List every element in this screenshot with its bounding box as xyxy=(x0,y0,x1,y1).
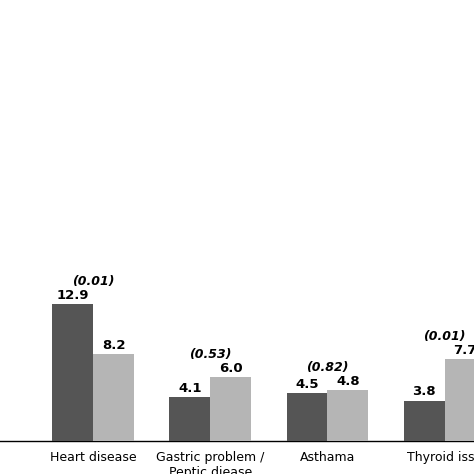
Text: (0.53): (0.53) xyxy=(189,348,232,361)
Text: 7.7: 7.7 xyxy=(453,344,474,357)
Text: (0.01): (0.01) xyxy=(423,330,466,343)
Bar xyxy=(169,397,210,441)
Text: 12.9: 12.9 xyxy=(56,289,89,302)
Bar xyxy=(53,304,93,441)
Bar xyxy=(328,390,368,441)
Text: 4.5: 4.5 xyxy=(295,378,319,391)
Bar xyxy=(286,393,328,441)
Text: (0.82): (0.82) xyxy=(306,361,349,374)
Text: 8.2: 8.2 xyxy=(102,339,126,352)
Bar xyxy=(93,354,134,441)
Text: 4.8: 4.8 xyxy=(336,375,360,388)
Text: 6.0: 6.0 xyxy=(219,362,243,375)
Bar xyxy=(210,377,251,441)
Bar xyxy=(445,359,474,441)
Text: 4.1: 4.1 xyxy=(178,382,202,395)
Bar xyxy=(403,401,445,441)
Text: 3.8: 3.8 xyxy=(412,385,436,399)
Text: (0.01): (0.01) xyxy=(72,275,115,288)
